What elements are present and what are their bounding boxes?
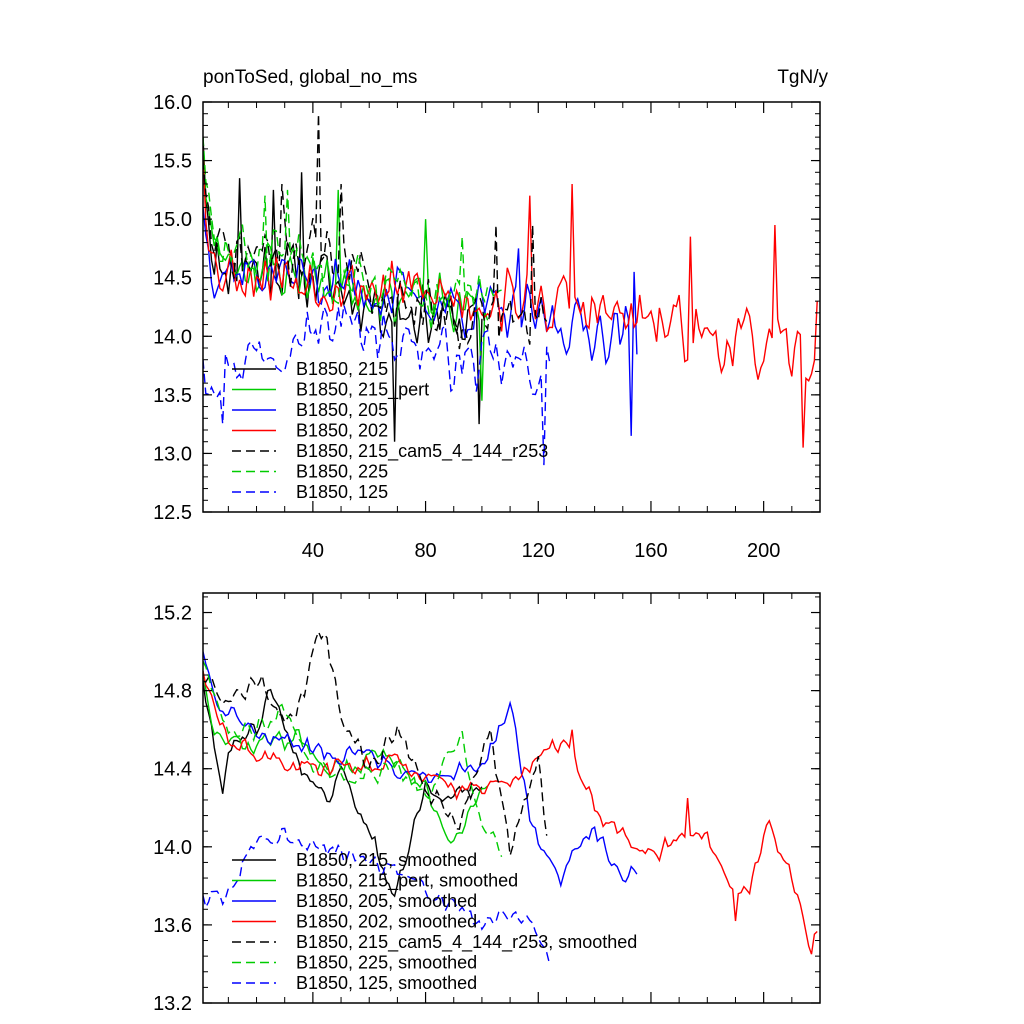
y-tick-label: 12.5 <box>153 502 192 524</box>
series-line-top-7 <box>203 304 551 466</box>
y-tick-label: 15.0 <box>153 209 192 231</box>
y-tick-label: 13.2 <box>153 993 192 1015</box>
bottom-panel: 13.2 13.6 14.0 14.4 14.8 15.2 B1850, 215, smo… <box>153 592 821 1015</box>
series-line-bottom-6 <box>203 660 503 858</box>
legend-label: B1850, 125, smoothed <box>296 973 477 993</box>
y-tick-label: 16.0 <box>153 92 192 114</box>
legend-label: B1850, 202 <box>296 421 388 441</box>
x-tick-label: 200 <box>747 540 780 562</box>
plot-area-bottom <box>203 629 818 964</box>
series-line-bottom-5 <box>203 629 548 856</box>
units-label-top: TgN/y <box>777 67 828 88</box>
series-line-top-6 <box>203 137 502 330</box>
series-line-top-5 <box>203 113 548 350</box>
chart-title-top: ponToSed, global_no_ms <box>203 67 417 88</box>
legend-label: B1850, 215 <box>296 359 388 379</box>
top-panel: ponToSed, global_no_ms TgN/y 12.5 13.0 13.… <box>153 67 828 562</box>
y-tick-label: 15.2 <box>153 603 192 625</box>
legend-label: B1850, 125 <box>296 482 388 502</box>
x-tick-label: 80 <box>414 540 436 562</box>
y-tick-label: 13.6 <box>153 915 192 937</box>
y-tick-label: 13.5 <box>153 385 192 407</box>
legend-label: B1850, 225 <box>296 462 388 482</box>
x-tick-label: 120 <box>522 540 555 562</box>
legend-label: B1850, 205, smoothed <box>296 891 477 911</box>
axis-ticks-top: 12.5 13.0 13.5 14.0 14.5 15.0 15.5 16.0 40 80 120 1… <box>153 92 820 562</box>
legend-label: B1850, 205 <box>296 400 388 420</box>
y-tick-label: 14.8 <box>153 681 192 703</box>
plot-frame-bottom <box>202 592 821 1004</box>
legend-label: B1850, 215_cam5_4_144_r253 <box>296 441 548 462</box>
y-tick-label: 15.5 <box>153 151 192 173</box>
plot-area-top <box>203 113 818 466</box>
series-line-bottom-4 <box>203 670 818 955</box>
series-line-top-2 <box>203 148 489 401</box>
y-tick-label: 14.0 <box>153 837 192 859</box>
series-line-top-4 <box>203 148 818 448</box>
x-tick-label: 160 <box>634 540 667 562</box>
legend-label: B1850, 215_pert, smoothed <box>296 871 518 892</box>
series-line-bottom-3 <box>203 651 638 889</box>
y-tick-label: 14.5 <box>153 268 192 290</box>
plot-frame-top <box>202 101 821 513</box>
series-line-bottom-7 <box>203 827 551 964</box>
x-tick-label: 40 <box>302 540 324 562</box>
legend-label: B1850, 215_pert <box>296 380 429 401</box>
y-tick-label: 14.4 <box>153 759 192 781</box>
y-tick-label: 14.0 <box>153 326 192 348</box>
series-line-top-3 <box>203 207 638 436</box>
axis-ticks-bottom: 13.2 13.6 14.0 14.4 14.8 15.2 <box>153 593 820 1015</box>
y-tick-label: 13.0 <box>153 443 192 465</box>
legend-label: B1850, 225, smoothed <box>296 953 477 973</box>
legend-label: B1850, 215_cam5_4_144_r253, smoothed <box>296 932 637 953</box>
legend-label: B1850, 215, smoothed <box>296 850 477 870</box>
legend-label: B1850, 202, smoothed <box>296 912 477 932</box>
